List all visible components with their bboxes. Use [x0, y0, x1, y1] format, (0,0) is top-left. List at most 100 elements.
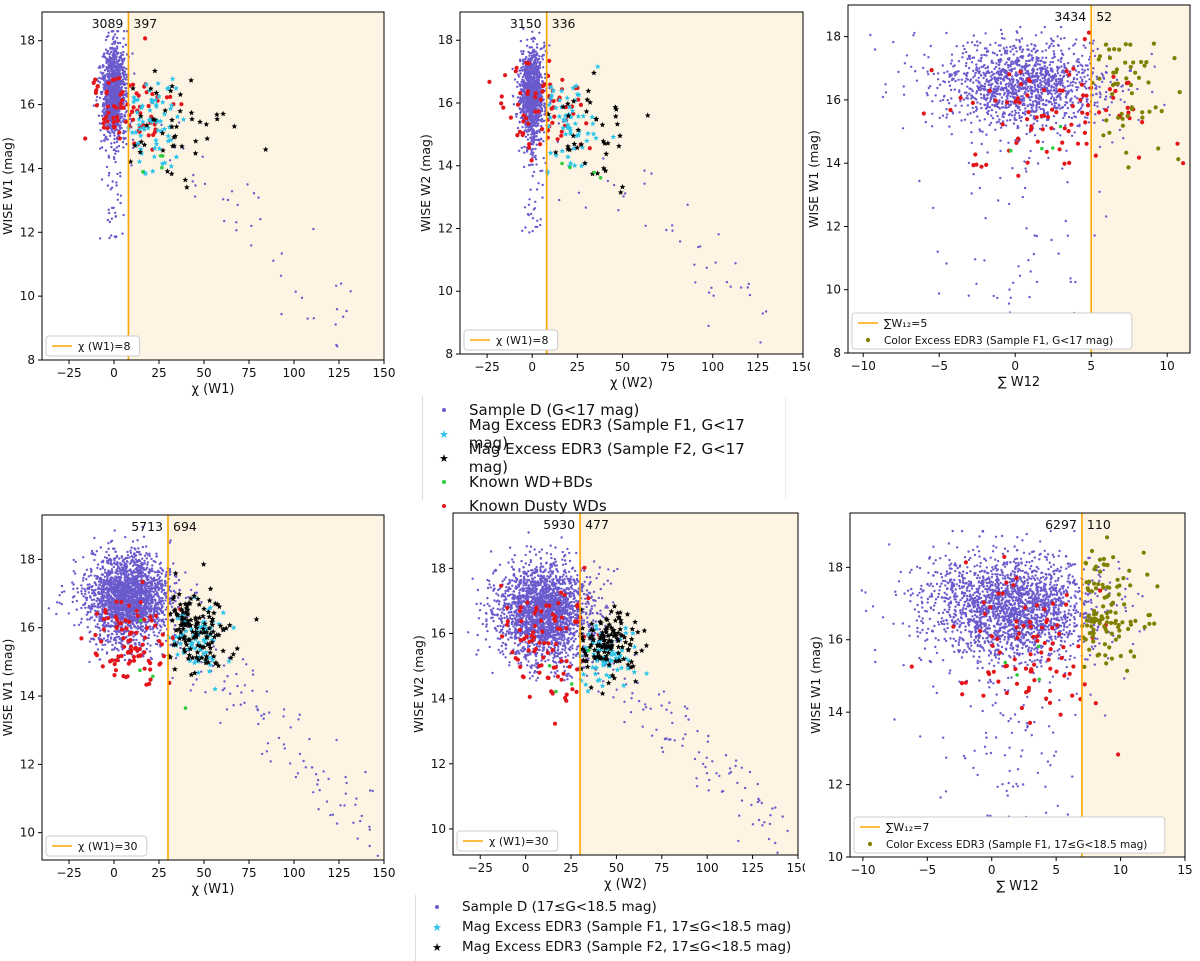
sample-point	[529, 188, 532, 191]
sample-point	[536, 219, 539, 222]
dusty-point	[1070, 104, 1075, 109]
sample-point	[123, 70, 127, 73]
sample-point	[1077, 86, 1080, 89]
f2-star-point	[132, 142, 138, 148]
sample-point	[1056, 95, 1060, 98]
sample-point	[1053, 73, 1057, 76]
sample-point	[1035, 280, 1039, 284]
sample-point	[1010, 77, 1013, 81]
sample-point	[106, 138, 110, 141]
sample-point	[105, 95, 108, 99]
sample-point	[103, 55, 106, 58]
sample-point	[989, 75, 992, 78]
sample-point	[1005, 61, 1008, 64]
sample-point	[535, 135, 538, 138]
sample-point	[958, 90, 961, 94]
sample-point	[1041, 50, 1044, 53]
x-tick-label: −5	[930, 359, 948, 373]
wdbd-point	[1058, 124, 1063, 129]
sample-point	[111, 37, 115, 41]
sample-point	[686, 203, 689, 206]
sample-point	[103, 88, 106, 91]
f2-star-point	[188, 109, 195, 116]
sample-point	[1064, 124, 1067, 127]
sample-point	[1015, 61, 1019, 64]
sample-point	[85, 568, 89, 571]
sample-point	[117, 144, 121, 148]
f2-star-point	[182, 177, 189, 183]
dusty-point	[150, 91, 155, 97]
sample-point	[534, 70, 538, 73]
sample-point	[121, 140, 125, 144]
sample-point	[523, 145, 526, 149]
sample-point	[984, 98, 988, 102]
sample-point	[1040, 74, 1043, 77]
sample-point	[119, 175, 122, 178]
sample-point	[1059, 96, 1062, 100]
sample-point	[80, 584, 83, 587]
sample-point	[1026, 48, 1029, 51]
sample-point	[975, 98, 978, 101]
sample-point	[113, 93, 117, 97]
sample-point	[312, 227, 315, 231]
f1-star-point	[566, 104, 573, 110]
f1-star-point	[570, 85, 576, 91]
sample-point	[102, 53, 106, 56]
sample-point	[1049, 75, 1052, 79]
dusty-point	[179, 102, 184, 107]
sample-point	[978, 82, 981, 85]
sample-point	[106, 85, 110, 88]
olive-point	[1172, 56, 1177, 61]
sample-point	[932, 206, 935, 210]
sample-point	[103, 571, 107, 574]
olive-point	[1111, 70, 1116, 75]
f2-star-point	[565, 143, 571, 149]
sample-point	[168, 159, 172, 162]
f1-star-point	[567, 127, 574, 133]
dusty-point	[526, 145, 532, 150]
sample-point	[540, 55, 544, 58]
sample-point	[105, 52, 109, 55]
f1-star-point	[595, 63, 601, 70]
sample-point	[948, 84, 952, 88]
sample-point	[1012, 79, 1015, 83]
sample-point	[1029, 89, 1033, 92]
sample-point	[975, 109, 978, 113]
sample-point	[1053, 76, 1056, 80]
f2-star-point	[612, 113, 619, 119]
sample-point	[524, 126, 528, 129]
sample-point	[1094, 113, 1097, 116]
sample-point	[1151, 90, 1154, 94]
sample-point	[529, 118, 532, 122]
count-left-label: 3089	[92, 16, 124, 31]
sample-point	[1036, 96, 1040, 99]
sample-point	[1032, 47, 1035, 51]
sample-point	[914, 70, 917, 73]
sample-point	[1053, 52, 1056, 56]
sample-point	[124, 130, 127, 133]
sample-point	[988, 123, 991, 127]
sample-point	[945, 116, 948, 119]
f1-star-point	[564, 121, 571, 128]
count-right-label: 336	[552, 16, 576, 31]
sample-point	[1153, 65, 1156, 68]
sample-point	[531, 217, 535, 220]
dusty-point	[1028, 127, 1034, 132]
sample-point	[192, 173, 195, 177]
dusty-point	[524, 116, 529, 121]
sample-point	[533, 123, 536, 126]
sample-point	[962, 72, 966, 75]
sample-point	[111, 42, 114, 46]
sample-point	[1039, 95, 1042, 98]
sample-point	[950, 133, 953, 136]
dusty-point	[987, 88, 992, 93]
sample-point	[111, 64, 114, 67]
sample-point	[114, 150, 118, 153]
sample-point	[122, 213, 125, 217]
sample-point	[279, 274, 283, 277]
sample-point	[121, 53, 125, 56]
f1-star-point	[556, 113, 563, 119]
dusty-point	[94, 103, 99, 108]
dusty-point	[168, 94, 173, 99]
sample-point	[1007, 90, 1010, 94]
